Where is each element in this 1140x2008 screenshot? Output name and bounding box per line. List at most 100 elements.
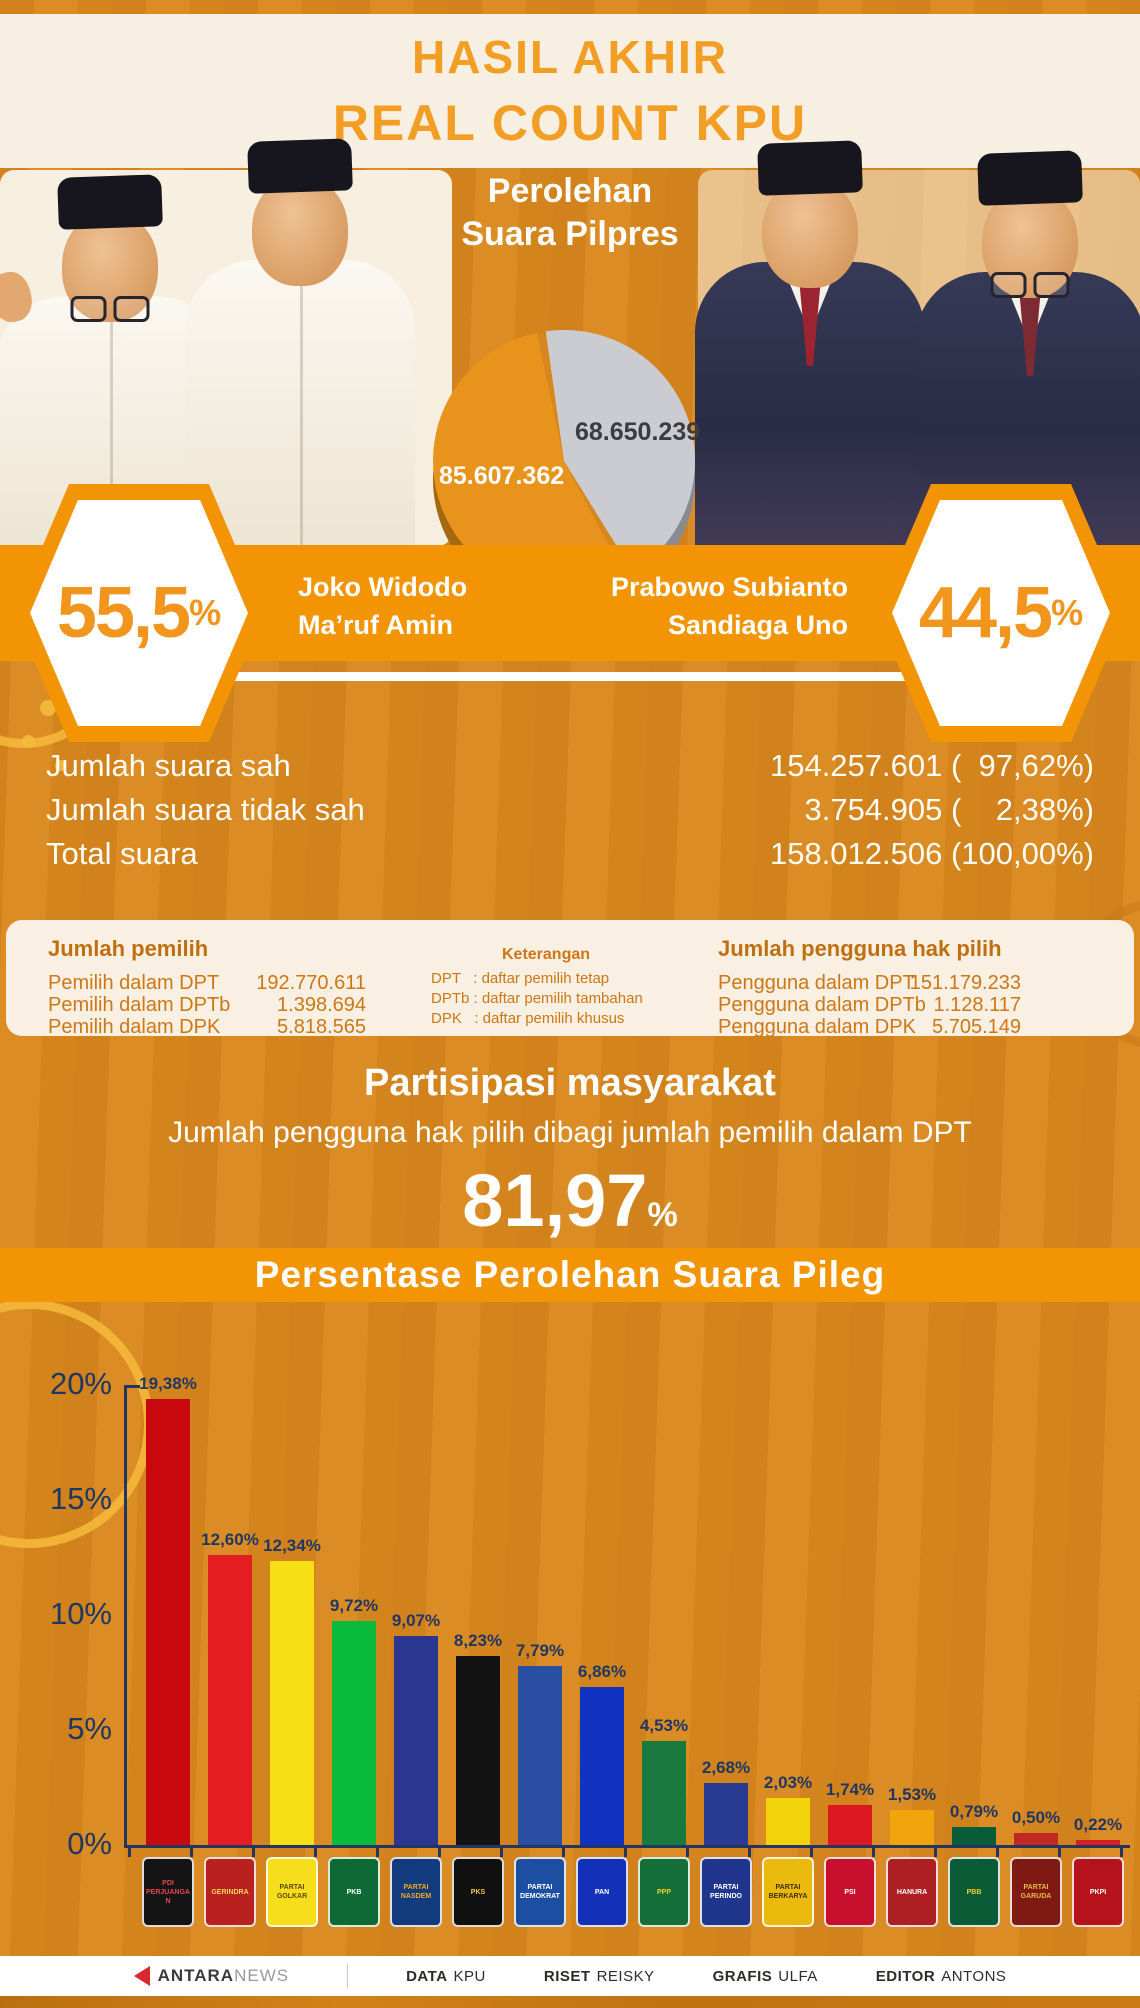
- y-axis-label-15: 15%: [49, 1481, 112, 1516]
- legend-row: DPTb : daftar pemilih tambahan: [431, 990, 643, 1007]
- participation-number: 81,97: [462, 1159, 648, 1242]
- vote-count-jokowi: 85.607.362: [439, 462, 565, 490]
- credit-grafis: GRAFIS ULFA: [713, 1968, 818, 1985]
- credit-role: RISET: [543, 1967, 591, 1985]
- peci-cap: [247, 138, 353, 194]
- bar-value-ppp: 4,53%: [639, 1716, 689, 1735]
- percent-value-right: 44,5: [918, 573, 1053, 653]
- decor-dot: [22, 735, 35, 748]
- party-logo-pdi-perjuangan: PDI PERJUANGAN: [142, 1857, 194, 1927]
- row-value: 151.179.233: [909, 972, 1021, 994]
- torso: [185, 260, 415, 560]
- face: [762, 178, 858, 288]
- bar-pks: [456, 1656, 500, 1845]
- bar-gerindra: [208, 1555, 252, 1845]
- pilpres-chart-title: Perolehan Suara Pilpres: [390, 170, 750, 256]
- bar-ppp: [642, 1741, 686, 1845]
- party-logo-psi: PSI: [824, 1857, 876, 1927]
- x-axis-tick: [314, 1845, 317, 1857]
- x-axis-tick: [500, 1845, 503, 1857]
- bar-value-hanura: 1,53%: [887, 1785, 937, 1804]
- bar-psi: [828, 1805, 872, 1845]
- header-title-line2: REAL COUNT KPU: [332, 95, 808, 151]
- bar-value-gerindra: 12,60%: [201, 1530, 259, 1549]
- credit-name: ANTONS: [941, 1967, 1007, 1985]
- divider-line: [112, 672, 1028, 681]
- bar-value-partai-perindo: 2,68%: [701, 1758, 751, 1777]
- percent-value-left: 55,5: [56, 573, 191, 653]
- footer: ANTARANEWS DATA KPU RISET REISKY GRAFIS ULF…: [0, 1956, 1140, 1996]
- x-axis-tick: [624, 1845, 627, 1857]
- bar-value-pkb: 9,72%: [329, 1596, 379, 1615]
- total-label: Total suara: [46, 836, 198, 871]
- total-row: Jumlah suara tidak sah 3.754.905 ( 2,38%…: [46, 788, 1094, 832]
- x-axis-tick: [562, 1845, 565, 1857]
- credit-name: REISKY: [596, 1967, 655, 1985]
- bar-value-pan: 6,86%: [577, 1662, 627, 1681]
- percent-badge-right: 44,5%: [876, 484, 1126, 742]
- bar-pdi-perjuangan: [146, 1399, 190, 1845]
- x-axis-tick: [748, 1845, 751, 1857]
- total-label: Jumlah suara tidak sah: [46, 792, 365, 827]
- decor-dot: [40, 700, 56, 716]
- row-value: 5.705.149: [932, 1016, 1021, 1038]
- party-logo-gerindra: GERINDRA: [204, 1857, 256, 1927]
- candidate-name: Prabowo Subianto: [610, 572, 848, 602]
- pileg-banner: Persentase Perolehan Suara Pileg: [0, 1248, 1140, 1302]
- glasses-icon: [990, 272, 1070, 298]
- antara-news-logo: ANTARANEWS: [133, 1966, 290, 1986]
- header-title-line1: HASIL AKHIR: [412, 31, 728, 83]
- x-axis-tick: [996, 1845, 999, 1857]
- percent-unit: %: [1051, 592, 1084, 633]
- credit-name: KPU: [453, 1967, 486, 1985]
- peci-cap: [57, 174, 163, 230]
- peci-cap: [977, 150, 1083, 206]
- bar-value-pkpi: 0,22%: [1073, 1815, 1123, 1834]
- party-logo-ppp: PPP: [638, 1857, 690, 1927]
- candidate-name: Ma’ruf Amin: [298, 610, 453, 640]
- row-label: Pengguna dalam DPK: [718, 1016, 916, 1038]
- legend-row: DPT : daftar pemilih tetap: [431, 970, 610, 987]
- candidate-name: Sandiaga Uno: [667, 610, 848, 640]
- candidate-pair-right: Prabowo Subianto Sandiaga Uno: [598, 568, 848, 644]
- row-value: 5.818.565: [277, 1016, 366, 1038]
- row-label: Pemilih dalam DPTb: [48, 994, 231, 1016]
- torso: [695, 262, 925, 560]
- face: [62, 212, 158, 322]
- candidate-name: Joko Widodo: [298, 572, 468, 602]
- x-axis-tick: [934, 1845, 937, 1857]
- participation-subtitle: Jumlah pengguna hak pilih dibagi jumlah …: [168, 1116, 972, 1149]
- bar-partai-golkar: [270, 1561, 314, 1845]
- participation-unit: %: [647, 1196, 678, 1234]
- party-logo-partai-berkarya: PARTAI BERKARYA: [762, 1857, 814, 1927]
- row-label: Pemilih dalam DPK: [48, 1016, 221, 1038]
- y-axis-line: [124, 1385, 127, 1848]
- party-logo-partai-nasdem: PARTAI NASDEM: [390, 1857, 442, 1927]
- voters-left-title: Jumlah pemilih: [48, 936, 209, 961]
- percent-badge-left: 55,5%: [14, 484, 264, 742]
- total-value: 158.012.506 (100,00%): [769, 836, 1094, 871]
- y-axis-top-tick: [127, 1385, 140, 1388]
- credit-role: DATA: [406, 1967, 448, 1985]
- legend-row: DPK : daftar pemilih khusus: [431, 1010, 625, 1027]
- brand-name-light: NEWS: [234, 1966, 290, 1985]
- x-axis-tick: [686, 1845, 689, 1857]
- bar-value-partai-demokrat: 7,79%: [515, 1641, 565, 1660]
- decor-dot: [55, 760, 66, 771]
- total-value: 3.754.905 ( 2,38%): [804, 792, 1094, 827]
- party-logo-partai-demokrat: PARTAI DEMOKRAT: [514, 1857, 566, 1927]
- x-axis-tick: [810, 1845, 813, 1857]
- bar-value-pbb: 0,79%: [949, 1802, 999, 1821]
- bar-value-partai-golkar: 12,34%: [263, 1536, 321, 1555]
- total-value: 154.257.601 ( 97,62%): [769, 748, 1094, 783]
- x-axis-tick: [376, 1845, 379, 1857]
- bar-pbb: [952, 1827, 996, 1845]
- y-axis-label-0: 0%: [67, 1826, 112, 1861]
- face: [252, 176, 348, 286]
- party-logo-partai-garuda: PARTAI GARUDA: [1010, 1857, 1062, 1927]
- bar-value-partai-berkarya: 2,03%: [763, 1773, 813, 1792]
- party-logo-hanura: HANURA: [886, 1857, 938, 1927]
- x-axis-tick: [872, 1845, 875, 1857]
- pileg-bar-chart: 0% 5% 10% 15% 20% 19,38% PDI PERJUANGAN 12,60% G…: [0, 1340, 1140, 1960]
